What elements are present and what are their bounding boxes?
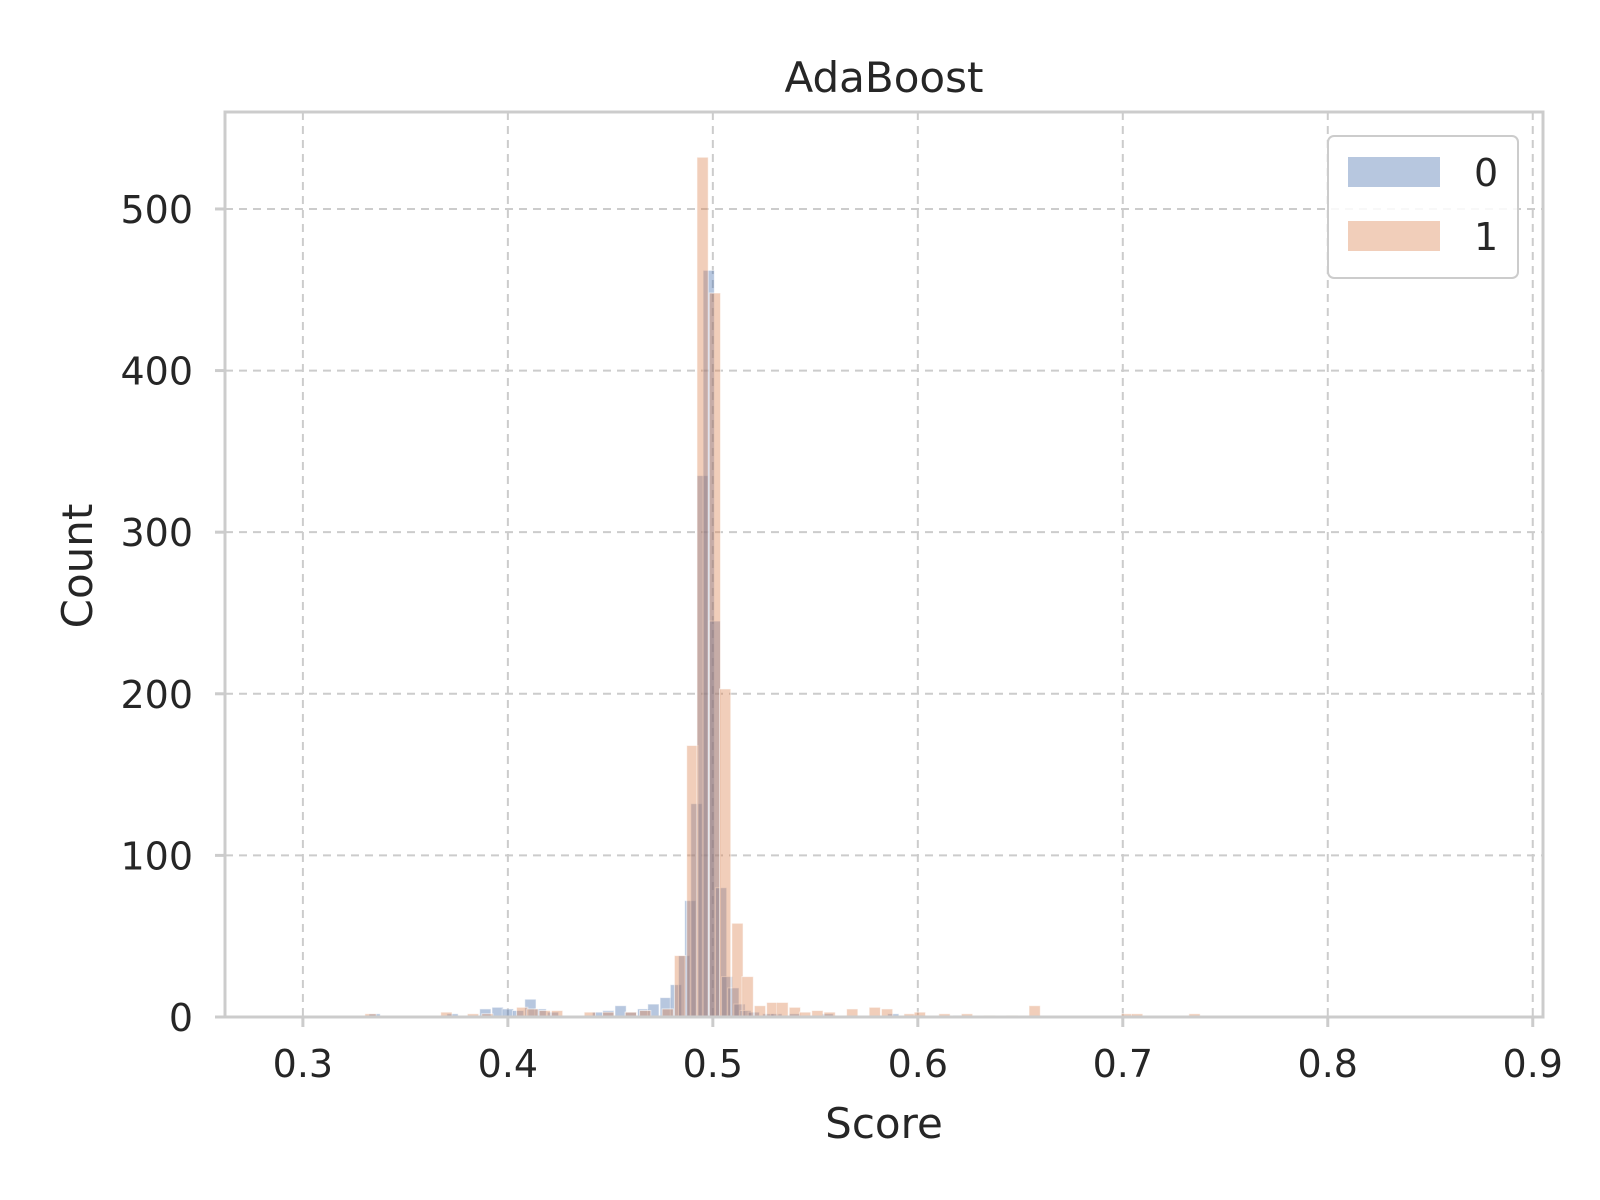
histogram-bar-series-1 (731, 922, 744, 1018)
legend-swatch-1 (1348, 221, 1440, 251)
series-1-bars (364, 156, 1201, 1018)
legend-label-1: 1 (1474, 215, 1498, 259)
x-tick-label: 0.7 (1093, 1042, 1153, 1086)
legend-label-0: 0 (1474, 151, 1498, 195)
x-tick-label: 0.9 (1503, 1042, 1563, 1086)
bars-layer (364, 156, 1201, 1018)
histogram-bar-series-0 (614, 1005, 627, 1018)
y-axis-label: Count (53, 504, 102, 629)
y-tick-label: 400 (120, 350, 193, 394)
x-tick-label: 0.5 (683, 1042, 743, 1086)
x-tick-label: 0.6 (888, 1042, 948, 1086)
chart-title: AdaBoost (785, 53, 984, 102)
y-tick-label: 500 (120, 188, 193, 232)
histogram-bar-series-1 (696, 156, 709, 1018)
x-tick-label: 0.3 (273, 1042, 333, 1086)
y-tick-label: 0 (169, 996, 193, 1040)
legend-swatch-0 (1348, 157, 1440, 187)
histogram-bar-series-1 (708, 292, 722, 1018)
x-tick-label: 0.4 (478, 1042, 538, 1086)
x-axis-label: Score (825, 1099, 943, 1148)
histogram-bar-series-1 (1028, 1005, 1041, 1018)
series-0-bars (368, 269, 965, 1018)
legend: 0 1 (1327, 135, 1519, 279)
grid-layer (225, 112, 1543, 1017)
y-tick-label: 100 (120, 834, 193, 878)
legend-box (1327, 135, 1519, 279)
histogram-bar-series-1 (766, 1001, 779, 1018)
histogram-bar-series-1 (686, 745, 699, 1018)
ticks-layer: 0.3 0.4 0.5 0.6 0.7 0.8 0.9 0 100 200 300 400 500 (120, 188, 1563, 1086)
histogram-bar-series-1 (741, 976, 754, 1018)
histogram-bar-series-1 (719, 688, 732, 1018)
histogram-bar-series-1 (673, 955, 687, 1018)
x-tick-label: 0.8 (1298, 1042, 1358, 1086)
plot-frame (223, 110, 1545, 1019)
y-tick-label: 200 (120, 673, 193, 717)
histogram-bar-series-1 (753, 1005, 767, 1018)
histogram-bar-series-1 (776, 1001, 789, 1018)
y-tick-label: 300 (120, 511, 193, 555)
